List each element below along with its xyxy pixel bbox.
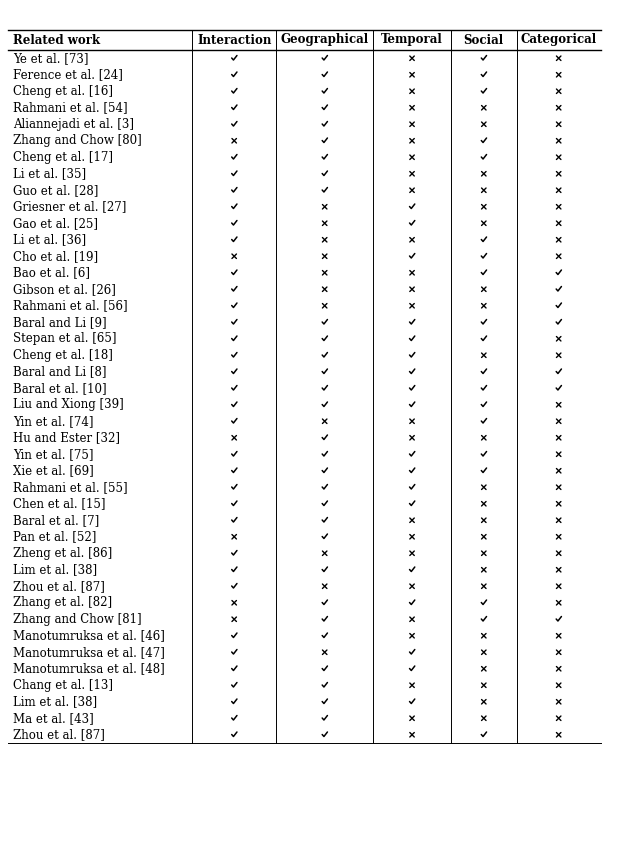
Text: Li et al. [36]: Li et al. [36] bbox=[13, 233, 86, 246]
Text: Liu and Xiong [39]: Liu and Xiong [39] bbox=[13, 398, 124, 411]
Text: Zhou et al. [87]: Zhou et al. [87] bbox=[13, 728, 105, 741]
Text: Griesner et al. [27]: Griesner et al. [27] bbox=[13, 200, 126, 213]
Text: Baral et al. [10]: Baral et al. [10] bbox=[13, 382, 107, 395]
Text: Cheng et al. [17]: Cheng et al. [17] bbox=[13, 151, 113, 164]
Text: Categorical: Categorical bbox=[520, 34, 596, 47]
Text: Zhou et al. [87]: Zhou et al. [87] bbox=[13, 579, 105, 592]
Text: Rahmani et al. [56]: Rahmani et al. [56] bbox=[13, 300, 127, 313]
Text: Rahmani et al. [54]: Rahmani et al. [54] bbox=[13, 101, 127, 114]
Text: Aliannejadi et al. [3]: Aliannejadi et al. [3] bbox=[13, 118, 134, 131]
Text: Manotumruksa et al. [46]: Manotumruksa et al. [46] bbox=[13, 630, 165, 643]
Text: Manotumruksa et al. [48]: Manotumruksa et al. [48] bbox=[13, 662, 164, 675]
Text: Pan et al. [52]: Pan et al. [52] bbox=[13, 530, 97, 543]
Text: Zheng et al. [86]: Zheng et al. [86] bbox=[13, 546, 112, 559]
Text: Social: Social bbox=[464, 34, 504, 47]
Text: Lim et al. [38]: Lim et al. [38] bbox=[13, 563, 97, 576]
Text: Gao et al. [25]: Gao et al. [25] bbox=[13, 216, 98, 229]
Text: Stepan et al. [65]: Stepan et al. [65] bbox=[13, 333, 116, 346]
Text: Zhang et al. [82]: Zhang et al. [82] bbox=[13, 597, 112, 610]
Text: Cheng et al. [18]: Cheng et al. [18] bbox=[13, 349, 113, 362]
Text: Lim et al. [38]: Lim et al. [38] bbox=[13, 695, 97, 708]
Text: Temporal: Temporal bbox=[381, 34, 443, 47]
Text: Chen et al. [15]: Chen et al. [15] bbox=[13, 497, 106, 510]
Text: Li et al. [35]: Li et al. [35] bbox=[13, 167, 86, 180]
Text: Cho et al. [19]: Cho et al. [19] bbox=[13, 249, 98, 262]
Text: Interaction: Interaction bbox=[197, 34, 271, 47]
Text: Ye et al. [73]: Ye et al. [73] bbox=[13, 52, 88, 65]
Text: Chang et al. [13]: Chang et al. [13] bbox=[13, 679, 113, 692]
Text: Xie et al. [69]: Xie et al. [69] bbox=[13, 464, 93, 477]
Text: Rahmani et al. [55]: Rahmani et al. [55] bbox=[13, 481, 127, 494]
Text: Gibson et al. [26]: Gibson et al. [26] bbox=[13, 283, 116, 296]
Text: Geographical: Geographical bbox=[280, 34, 369, 47]
Text: Manotumruksa et al. [47]: Manotumruksa et al. [47] bbox=[13, 646, 165, 659]
Text: Ference et al. [24]: Ference et al. [24] bbox=[13, 68, 123, 81]
Text: Yin et al. [74]: Yin et al. [74] bbox=[13, 415, 93, 428]
Text: Bao et al. [6]: Bao et al. [6] bbox=[13, 266, 90, 279]
Text: Baral and Li [8]: Baral and Li [8] bbox=[13, 365, 106, 378]
Text: Yin et al. [75]: Yin et al. [75] bbox=[13, 448, 93, 461]
Text: Guo et al. [28]: Guo et al. [28] bbox=[13, 184, 99, 197]
Text: Baral et al. [7]: Baral et al. [7] bbox=[13, 514, 99, 527]
Text: Hu and Ester [32]: Hu and Ester [32] bbox=[13, 431, 120, 444]
Text: Related work: Related work bbox=[13, 34, 100, 47]
Text: Baral and Li [9]: Baral and Li [9] bbox=[13, 316, 107, 329]
Text: Zhang and Chow [80]: Zhang and Chow [80] bbox=[13, 134, 141, 147]
Text: Ma et al. [43]: Ma et al. [43] bbox=[13, 712, 93, 725]
Text: Cheng et al. [16]: Cheng et al. [16] bbox=[13, 85, 113, 98]
Text: Zhang and Chow [81]: Zhang and Chow [81] bbox=[13, 613, 141, 626]
